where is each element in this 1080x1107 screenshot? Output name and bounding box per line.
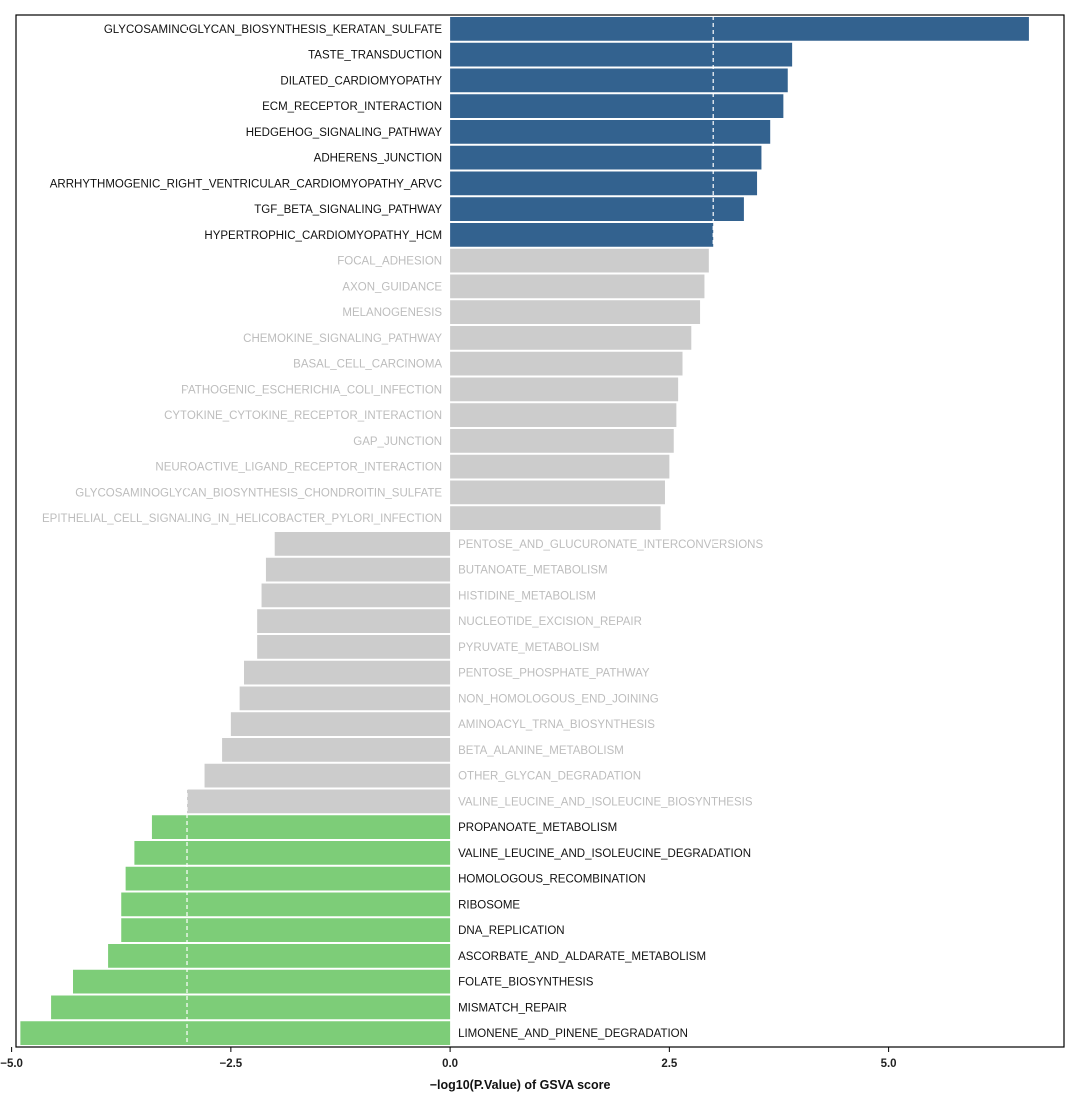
bar xyxy=(450,171,758,196)
pathway-label: BUTANOATE_METABOLISM xyxy=(458,565,608,577)
pathway-label: HYPERTROPHIC_CARDIOMYOPATHY_HCM xyxy=(204,230,442,242)
bar xyxy=(450,17,1029,41)
x-tick-label: 5.0 xyxy=(881,1058,897,1070)
bar xyxy=(121,892,451,917)
pathway-label: NON_HOMOLOGOUS_END_JOINING xyxy=(458,693,659,705)
pathway-label: BETA_ALANINE_METABOLISM xyxy=(458,745,624,757)
bar xyxy=(274,532,451,556)
pathway-label: PENTOSE_PHOSPHATE_PATHWAY xyxy=(458,668,650,680)
bar xyxy=(73,969,451,994)
pathway-label: OTHER_GLYCAN_DEGRADATION xyxy=(458,771,641,783)
threshold-lines-layer xyxy=(186,16,714,1046)
pathway-label: HISTIDINE_METABOLISM xyxy=(458,590,596,602)
bar xyxy=(257,609,451,633)
pathway-label: VALINE_LEUCINE_AND_ISOLEUCINE_DEGRADATIO… xyxy=(458,848,751,860)
bar xyxy=(125,866,451,891)
bar xyxy=(450,120,771,144)
pathway-label: RIBOSOME xyxy=(458,899,520,911)
pathway-label: FOCAL_ADHESION xyxy=(337,256,442,268)
pathway-label: VALINE_LEUCINE_AND_ISOLEUCINE_BIOSYNTHES… xyxy=(458,796,753,808)
bar xyxy=(450,94,784,118)
pathway-label: ECM_RECEPTOR_INTERACTION xyxy=(262,101,442,113)
bar xyxy=(450,68,788,93)
bar xyxy=(204,763,451,788)
bar xyxy=(450,300,701,324)
bar xyxy=(450,42,793,67)
bar xyxy=(450,480,665,505)
x-tick-label: −5.0 xyxy=(0,1058,23,1070)
pathway-label: GLYCOSAMINOGLYCAN_BIOSYNTHESIS_CHONDROIT… xyxy=(75,487,442,499)
bar xyxy=(450,403,677,427)
x-tick-label: 0.0 xyxy=(442,1058,458,1070)
pathway-label: PYRUVATE_METABOLISM xyxy=(458,642,599,654)
bar xyxy=(450,351,683,376)
pathway-label: TGF_BETA_SIGNALING_PATHWAY xyxy=(254,204,442,216)
pathway-label: GAP_JUNCTION xyxy=(353,436,442,448)
pathway-label: NUCLEOTIDE_EXCISION_REPAIR xyxy=(458,616,642,628)
bar xyxy=(51,995,451,1020)
bar xyxy=(450,506,661,530)
pathway-labels-layer: GLYCOSAMINOGLYCAN_BIOSYNTHESIS_KERATAN_S… xyxy=(42,24,763,1040)
pathway-label: EPITHELIAL_CELL_SIGNALING_IN_HELICOBACTE… xyxy=(42,513,442,525)
bar xyxy=(187,789,451,814)
pathway-label: PROPANOATE_METABOLISM xyxy=(458,822,617,834)
bar xyxy=(151,815,451,839)
x-tick-label: 2.5 xyxy=(661,1058,678,1070)
bar xyxy=(261,583,451,608)
bar xyxy=(222,738,451,762)
pathway-label: TASTE_TRANSDUCTION xyxy=(308,50,442,62)
pathway-label: AMINOACYL_TRNA_BIOSYNTHESIS xyxy=(458,719,655,731)
bar xyxy=(450,274,705,299)
bar xyxy=(134,841,451,865)
bar xyxy=(450,145,762,170)
pathway-label: AXON_GUIDANCE xyxy=(342,281,442,293)
bar xyxy=(20,1021,451,1045)
pathway-label: MELANOGENESIS xyxy=(342,307,442,319)
bar xyxy=(450,223,714,247)
pathway-label: ADHERENS_JUNCTION xyxy=(314,153,442,165)
x-axis: −5.0 −2.5 0.0 2.5 5.0 xyxy=(0,1047,897,1070)
pathway-label: CYTOKINE_CYTOKINE_RECEPTOR_INTERACTION xyxy=(164,410,442,422)
pathway-label: BASAL_CELL_CARCINOMA xyxy=(293,359,442,371)
bar xyxy=(450,377,679,402)
bar xyxy=(450,197,744,221)
pathway-label: FOLATE_BIOSYNTHESIS xyxy=(458,977,594,989)
bar xyxy=(450,326,692,350)
pathway-label: DNA_REPLICATION xyxy=(458,925,565,937)
pathway-label: GLYCOSAMINOGLYCAN_BIOSYNTHESIS_KERATAN_S… xyxy=(104,24,443,36)
pathway-label: PATHOGENIC_ESCHERICHIA_COLI_INFECTION xyxy=(181,384,442,396)
pathway-label: HOMOLOGOUS_RECOMBINATION xyxy=(458,874,646,886)
pathway-label: CHEMOKINE_SIGNALING_PATHWAY xyxy=(243,333,442,345)
plot-frame xyxy=(15,14,1065,1048)
pathway-label: HEDGEHOG_SIGNALING_PATHWAY xyxy=(246,127,443,139)
bar xyxy=(108,944,451,968)
bar xyxy=(450,248,709,273)
pathway-label: MISMATCH_REPAIR xyxy=(458,1002,567,1014)
bar xyxy=(450,454,670,479)
bar xyxy=(450,429,674,453)
pathway-label: NEUROACTIVE_LIGAND_RECEPTOR_INTERACTION xyxy=(155,462,442,474)
pathway-label: PENTOSE_AND_GLUCURONATE_INTERCONVERSIONS xyxy=(458,539,763,551)
bar xyxy=(239,686,451,711)
bar xyxy=(257,635,451,659)
x-axis-label: −log10(P.Value) of GSVA score xyxy=(430,1078,611,1092)
pathway-label: DILATED_CARDIOMYOPATHY xyxy=(280,75,442,87)
x-tick-label: −2.5 xyxy=(220,1058,243,1070)
bar xyxy=(244,660,451,685)
pathway-label: ARRHYTHMOGENIC_RIGHT_VENTRICULAR_CARDIOM… xyxy=(50,178,442,190)
pathway-label: LIMONENE_AND_PINENE_DEGRADATION xyxy=(458,1028,688,1040)
bar xyxy=(265,557,451,582)
bar xyxy=(121,918,451,942)
bars-layer xyxy=(20,17,1029,1045)
pathway-label: ASCORBATE_AND_ALDARATE_METABOLISM xyxy=(458,951,706,963)
bar xyxy=(230,712,451,736)
